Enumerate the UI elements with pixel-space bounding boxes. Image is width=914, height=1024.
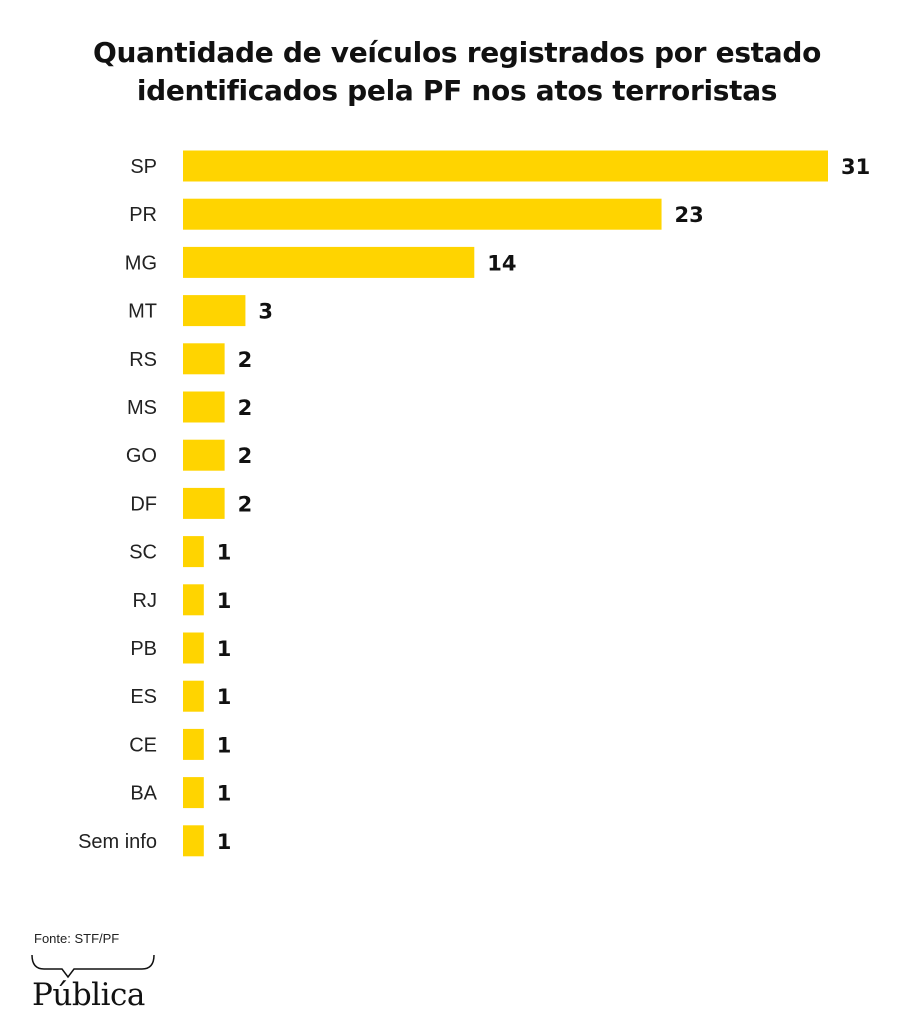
- category-label-go: GO: [126, 445, 157, 467]
- value-label-ce: 1: [217, 733, 232, 757]
- category-label-sem-info: Sem info: [78, 831, 157, 853]
- bar-ce: [183, 728, 204, 760]
- category-label-rs: RS: [129, 349, 157, 371]
- category-label-ba: BA: [130, 783, 157, 805]
- category-label-df: DF: [130, 493, 157, 515]
- category-label-sc: SC: [129, 542, 157, 564]
- bar-sem-info: [183, 825, 204, 857]
- value-label-mg: 14: [487, 251, 516, 275]
- category-label-sp: SP: [130, 156, 157, 178]
- category-label-pb: PB: [130, 638, 157, 660]
- bar-sp: [183, 150, 828, 182]
- chart-title: Quantidade de veículos registrados por e…: [0, 34, 914, 110]
- bar-df: [183, 487, 225, 519]
- value-label-df: 2: [238, 492, 253, 516]
- value-label-sem-info: 1: [217, 830, 232, 854]
- bar-sc: [183, 536, 204, 568]
- chart-title-line-1: Quantidade de veículos registrados por e…: [92, 36, 822, 69]
- value-label-go: 2: [238, 444, 253, 468]
- bar-rs: [183, 343, 225, 375]
- bar-rj: [183, 584, 204, 616]
- bar-ms: [183, 391, 225, 423]
- bar-mt: [183, 295, 246, 327]
- category-label-ms: MS: [127, 397, 157, 419]
- value-label-rs: 2: [238, 348, 253, 372]
- value-label-pr: 23: [675, 203, 704, 227]
- category-label-ce: CE: [129, 734, 157, 756]
- value-label-mt: 3: [258, 300, 273, 324]
- chart-title-line-2: identificados pela PF nos atos terrorist…: [136, 74, 778, 107]
- value-label-ms: 2: [238, 396, 253, 420]
- logo-wordmark: Pública: [32, 977, 145, 1013]
- category-label-mg: MG: [125, 252, 157, 274]
- speech-bubble-icon: [31, 954, 155, 979]
- bar-es: [183, 680, 204, 712]
- source-note: Fonte: STF/PF: [34, 931, 120, 946]
- bar-pb: [183, 632, 204, 664]
- category-label-es: ES: [130, 686, 157, 708]
- value-label-es: 1: [217, 685, 232, 709]
- value-label-ba: 1: [217, 782, 232, 806]
- bar-ba: [183, 777, 204, 809]
- value-label-pb: 1: [217, 637, 232, 661]
- value-label-sp: 31: [841, 155, 870, 179]
- publica-logo: Pública: [30, 953, 160, 1015]
- bar-mg: [183, 246, 475, 278]
- category-label-mt: MT: [128, 301, 157, 323]
- value-label-rj: 1: [217, 589, 232, 613]
- bar-pr: [183, 198, 662, 230]
- bar-go: [183, 439, 225, 471]
- value-label-sc: 1: [217, 541, 232, 565]
- category-label-pr: PR: [129, 204, 157, 226]
- category-label-rj: RJ: [133, 590, 157, 612]
